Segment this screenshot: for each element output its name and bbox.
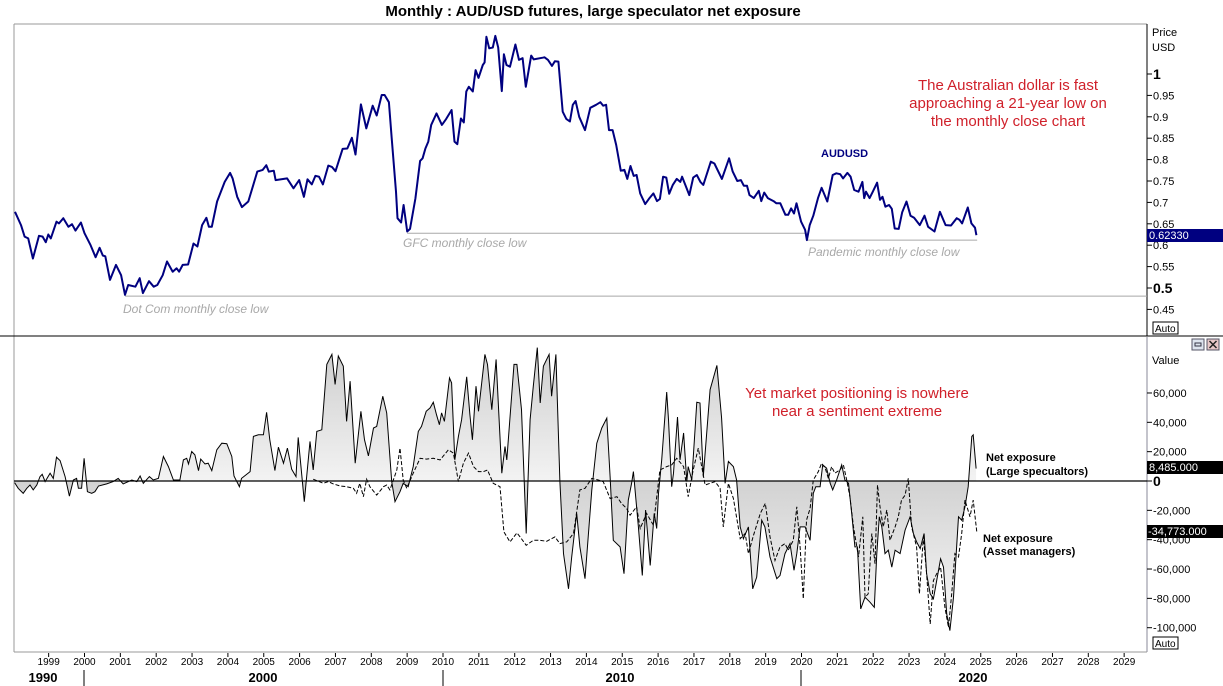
value-tick-label: 60,000 <box>1153 388 1187 400</box>
x-tick-label: 2014 <box>575 657 598 668</box>
x-tick-label: 2012 <box>504 657 527 668</box>
price-tick-label: 0.6 <box>1153 240 1168 252</box>
x-tick-label: 1999 <box>38 657 61 668</box>
x-tick-label: 2023 <box>898 657 921 668</box>
price-note-line-1: The Australian dollar is fast <box>918 77 1099 94</box>
price-tick-label: 1 <box>1153 66 1161 82</box>
x-tick-label: 2025 <box>970 657 993 668</box>
price-axis-unit: USD <box>1152 42 1175 54</box>
x-tick-label: 2004 <box>217 657 240 668</box>
audusd-price-line <box>14 34 978 296</box>
large-spec-last-value: 8,485.000 <box>1149 462 1198 474</box>
x-tick-label: 2006 <box>288 657 311 668</box>
x-tick-label: 2017 <box>683 657 706 668</box>
x-tick-label: 2024 <box>934 657 957 668</box>
x-tick-label: 2020 <box>790 657 813 668</box>
x-tick-label: 2015 <box>611 657 634 668</box>
x-tick-label: 2013 <box>539 657 562 668</box>
large-spec-negative-fill <box>14 481 977 631</box>
x-tick-label: 2028 <box>1077 657 1100 668</box>
price-last-value-badge <box>1147 229 1223 242</box>
x-tick-label: 2029 <box>1113 657 1136 668</box>
gfc-low-label: GFC monthly close low <box>403 236 528 250</box>
x-tick-label: 2021 <box>826 657 849 668</box>
price-tick-label: 0.8 <box>1153 155 1168 167</box>
asset-mgr-last-value-badge <box>1147 525 1223 538</box>
value-tick-label: 20,000 <box>1153 447 1187 459</box>
close-icon[interactable] <box>1206 338 1220 351</box>
value-axis-label: Value <box>1152 355 1179 367</box>
price-axis-label: Price <box>1152 27 1177 39</box>
dotcom-low-label: Dot Com monthly close low <box>123 302 270 316</box>
large-spec-positive-fill <box>14 347 977 481</box>
price-tick-label: 0.65 <box>1153 219 1174 231</box>
value-tick-label: 0 <box>1153 473 1161 489</box>
x-era-label: 2010 <box>606 670 635 685</box>
positioning-note-line-1: Yet market positioning is nowhere <box>745 385 969 402</box>
x-tick-label: 2007 <box>324 657 347 668</box>
value-tick-label: 40,000 <box>1153 417 1187 429</box>
price-tick-label: 0.95 <box>1153 90 1174 102</box>
x-tick-label: 2022 <box>862 657 885 668</box>
price-note-line-3: the monthly close chart <box>931 113 1086 130</box>
x-tick-label: 2009 <box>396 657 419 668</box>
chart-title: Monthly : AUD/USD futures, large specula… <box>385 3 801 20</box>
x-tick-label: 2003 <box>181 657 204 668</box>
price-tick-label: 0.7 <box>1153 197 1168 209</box>
x-tick-label: 2011 <box>468 657 490 668</box>
value-tick-label: -100,000 <box>1153 623 1196 635</box>
value-tick-label: -60,000 <box>1153 564 1190 576</box>
price-auto-scale-button[interactable]: Auto <box>1152 321 1179 335</box>
x-tick-label: 2005 <box>253 657 276 668</box>
x-era-label: 2000 <box>249 670 278 685</box>
price-last-value: 0.62330 <box>1149 230 1189 242</box>
large-spec-last-value-badge <box>1147 461 1223 474</box>
value-tick-label: -20,000 <box>1153 505 1190 517</box>
price-tick-label: 0.9 <box>1153 112 1168 124</box>
large-speculators-line <box>14 347 977 631</box>
x-tick-label: 2026 <box>1005 657 1028 668</box>
x-era-label: 2020 <box>959 670 988 685</box>
price-note-line-2: approaching a 21-year low on <box>909 95 1107 112</box>
x-tick-label: 2027 <box>1041 657 1064 668</box>
price-tick-label: 0.55 <box>1153 262 1174 274</box>
x-tick-label: 2019 <box>755 657 778 668</box>
x-tick-label: 2016 <box>647 657 670 668</box>
asset-mgr-last-value: -34,773.000 <box>1148 526 1207 538</box>
asset-mgr-label-1: Net exposure <box>983 533 1053 545</box>
positioning-note-line-2: near a sentiment extreme <box>772 403 942 420</box>
large-spec-label-1: Net exposure <box>986 452 1056 464</box>
large-spec-label-2: (Large specualtors) <box>986 466 1088 478</box>
value-auto-scale-button[interactable]: Auto <box>1152 636 1179 650</box>
asset-managers-line <box>313 447 978 628</box>
x-tick-label: 2002 <box>145 657 168 668</box>
price-tick-label: 0.5 <box>1153 280 1173 296</box>
series-label-audusd: AUDUSD <box>821 148 868 160</box>
value-auto-label: Auto <box>1155 639 1176 650</box>
price-tick-label: 0.85 <box>1153 133 1174 145</box>
price-tick-label: 0.75 <box>1153 176 1174 188</box>
x-tick-label: 2000 <box>73 657 96 668</box>
x-tick-label: 2010 <box>432 657 455 668</box>
x-tick-label: 2001 <box>109 657 132 668</box>
value-tick-label: -80,000 <box>1153 593 1190 605</box>
pandemic-low-label: Pandemic monthly close low <box>808 245 961 259</box>
price-auto-label: Auto <box>1155 324 1176 335</box>
x-era-label: 1990 <box>29 670 58 685</box>
x-tick-label: 2008 <box>360 657 383 668</box>
restore-icon[interactable] <box>1191 338 1205 351</box>
x-tick-label: 2018 <box>719 657 742 668</box>
price-tick-label: 0.45 <box>1153 304 1174 316</box>
asset-mgr-label-2: (Asset managers) <box>983 546 1076 558</box>
